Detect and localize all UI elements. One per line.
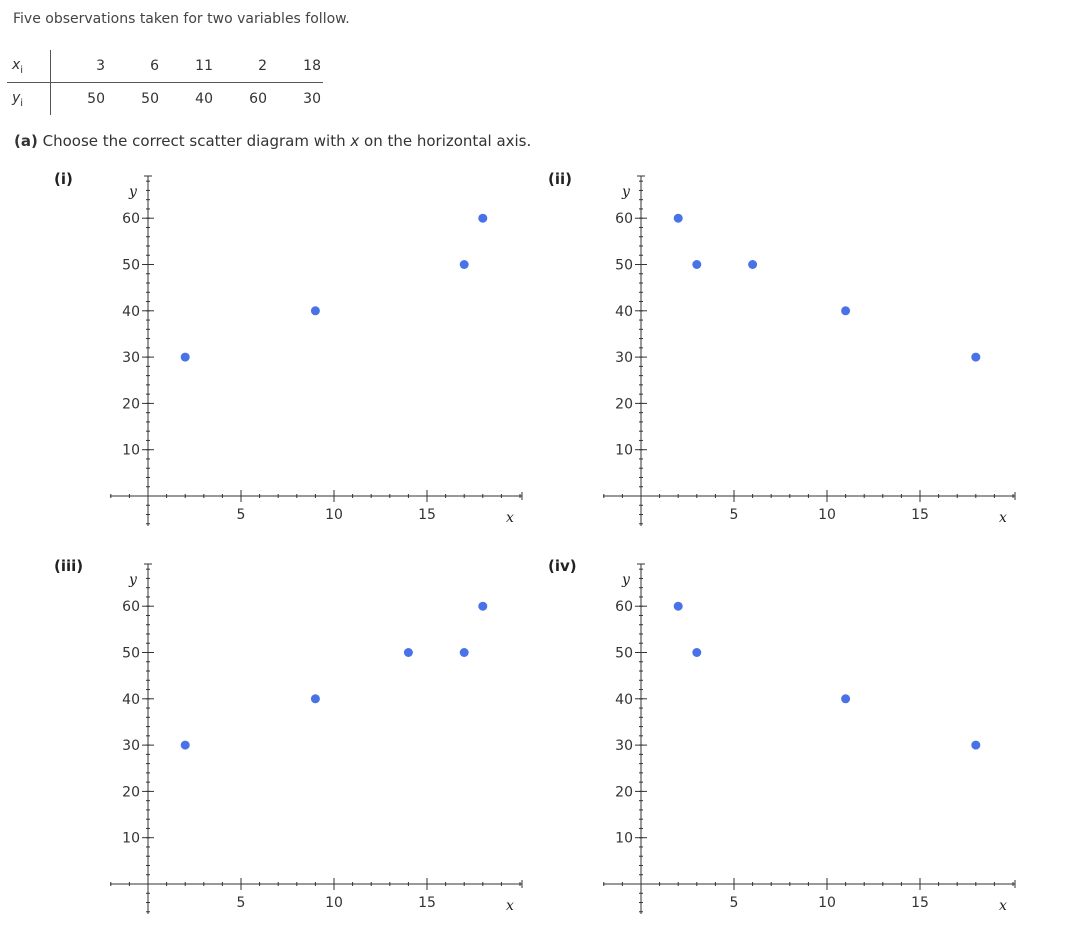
question-text-after: on the horizontal axis. [359,132,532,150]
x-axis-label: x [999,510,1007,526]
panel-label-iii[interactable]: (iii) [54,557,84,575]
y-tick-label: 50 [122,646,140,662]
y-axis-label: y [128,184,138,200]
data-point [310,306,320,316]
table-row: xi 3 6 11 2 18 [7,50,323,83]
y-value-2: 50 [141,91,159,107]
y-value-4: 60 [249,91,267,107]
y-axis-label: y [621,184,631,200]
y-tick-label: 30 [122,738,140,754]
data-point [971,740,981,750]
data-point [841,306,851,316]
data-point [673,601,683,611]
y-tick-label: 10 [122,831,140,847]
table-row: yi 50 50 40 60 30 [7,82,323,115]
data-point [180,740,190,750]
x-row-label: xi [7,50,51,83]
x-tick-label: 10 [818,507,836,523]
x-axis-label: x [506,898,514,914]
x-value-2: 6 [105,50,159,83]
x-tick-label: 10 [818,895,836,911]
y-label: y [12,89,21,106]
x-axis-label: x [506,510,514,526]
scatter-plot-iii[interactable]: 5 10 15 10 20 30 40 50 60 x y [110,563,530,916]
x-tick-label: 10 [325,895,343,911]
x-tick-label: 10 [325,507,343,523]
y-tick-label: 10 [122,443,140,459]
x-value-5: 18 [267,50,323,83]
scatter-plot-ii[interactable]: 5 10 15 10 20 30 40 50 60 x y [603,175,1023,528]
intro-text: Five observations taken for two variable… [13,11,350,27]
x-tick-label: 5 [730,507,739,523]
y-tick-label: 20 [615,396,633,412]
y-tick-label: 20 [122,784,140,800]
y-value-3: 40 [195,91,213,107]
data-point [403,648,413,657]
y-axis-label: y [128,572,138,588]
y-tick-label: 50 [615,646,633,662]
y-tick-label: 60 [615,599,633,615]
data-point [971,352,981,362]
y-tick-label: 60 [122,211,140,227]
y-tick-label: 40 [122,304,140,320]
data-point [692,648,702,657]
y-tick-label: 40 [122,692,140,708]
y-tick-label: 10 [615,443,633,459]
x-value-1: 3 [50,50,105,83]
panel-label-iv[interactable]: (iv) [548,557,577,575]
y-tick-label: 40 [615,692,633,708]
x-axis-label: x [999,898,1007,914]
data-point [310,694,320,704]
x-subscript: i [20,64,24,76]
data-point [180,352,190,362]
panel-label-i[interactable]: (i) [54,170,73,188]
question-var: x [350,132,360,150]
y-tick-label: 40 [615,304,633,320]
y-tick-label: 60 [615,211,633,227]
y-tick-label: 20 [615,784,633,800]
x-tick-label: 15 [418,895,436,911]
x-tick-label: 15 [418,507,436,523]
data-point [748,260,758,269]
data-point [841,694,851,704]
question-text-before: Choose the correct scatter diagram with [37,132,351,150]
observations-table: xi 3 6 11 2 18 yi 50 50 40 60 30 [7,50,323,115]
y-row-label: yi [7,82,51,115]
x-tick-label: 5 [730,895,739,911]
x-tick-label: 5 [237,507,246,523]
y-tick-label: 30 [615,350,633,366]
y-tick-label: 20 [122,396,140,412]
y-tick-label: 60 [122,599,140,615]
x-tick-label: 15 [911,507,929,523]
scatter-plot-i[interactable]: 5 10 15 10 20 30 40 50 60 x y [110,175,530,528]
x-tick-label: 15 [911,895,929,911]
x-tick-label: 5 [237,895,246,911]
x-value-3: 11 [159,50,213,83]
scatter-plot-iv[interactable]: 5 10 15 10 20 30 40 50 60 x y [603,563,1023,916]
data-point [459,260,469,269]
y-value-5: 30 [303,91,321,107]
y-tick-label: 50 [122,258,140,274]
y-tick-label: 30 [122,350,140,366]
panel-label-ii[interactable]: (ii) [548,170,572,188]
y-tick-label: 50 [615,258,633,274]
y-value-1: 50 [87,91,105,107]
data-point [692,260,702,269]
data-point [459,648,469,657]
x-label: x [12,56,21,73]
y-tick-label: 30 [615,738,633,754]
y-tick-label: 10 [615,831,633,847]
data-point [478,213,488,223]
data-point [478,601,488,611]
data-point [673,213,683,223]
y-axis-label: y [621,572,631,588]
question-part: (a) [14,132,38,150]
question-text: (a) Choose the correct scatter diagram w… [14,132,531,150]
y-subscript: i [20,97,24,109]
x-value-4: 2 [213,50,267,83]
